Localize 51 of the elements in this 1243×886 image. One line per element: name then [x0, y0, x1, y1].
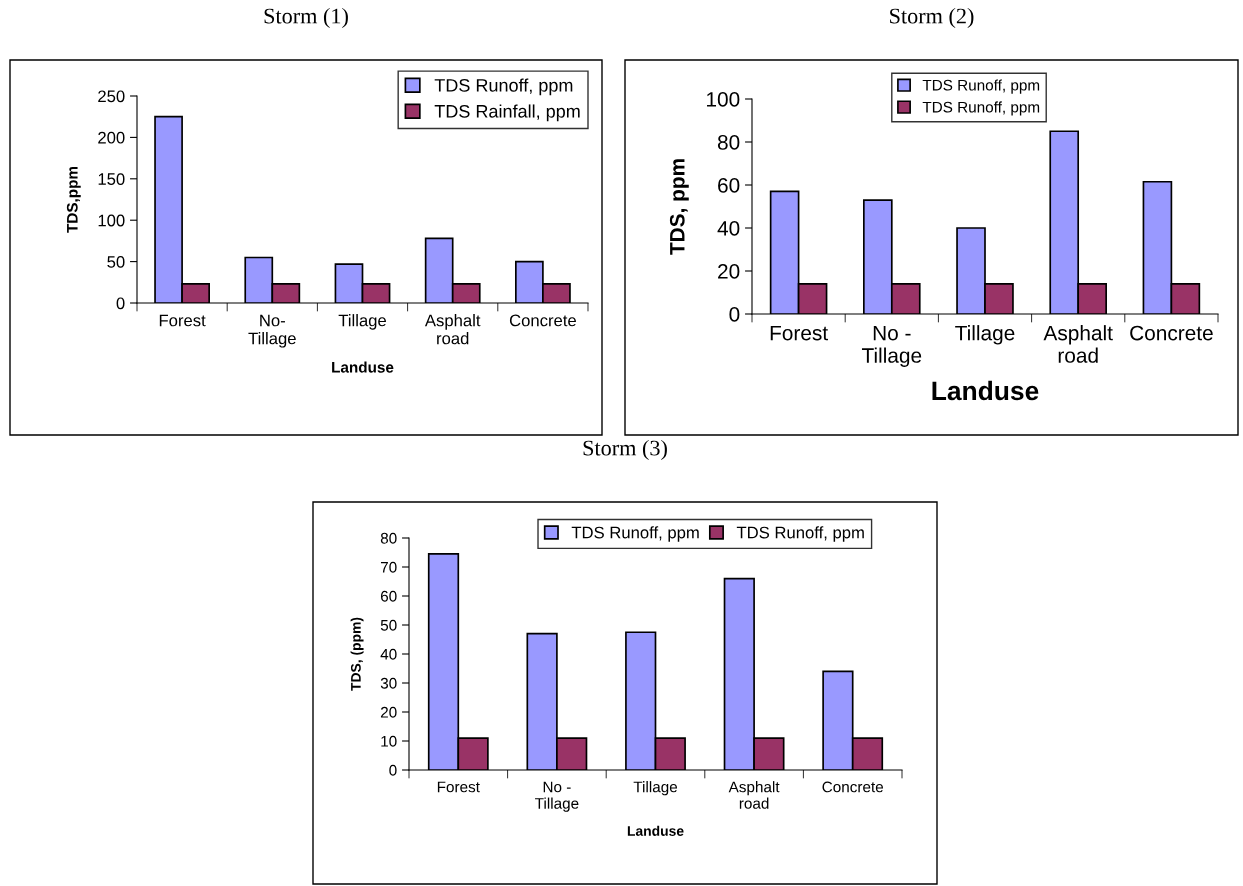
y-tick-label: 80 [380, 532, 397, 544]
y-tick-label: 250 [98, 90, 125, 103]
x-axis-title: Landuse [332, 361, 394, 373]
y-axis-title: TDS,ppm [66, 166, 81, 233]
y-tick-label: 100 [98, 214, 125, 227]
y-tick-label: 0 [116, 297, 125, 310]
x-tick-label: Concrete [1130, 325, 1213, 341]
x-tick-label: Forest [770, 325, 828, 341]
legend-label: TDS Runoff, ppm [922, 79, 1040, 94]
legend-label: TDS Runoff, ppm [922, 101, 1040, 116]
y-tick-label: 60 [718, 178, 740, 193]
x-tick-label: Concrete [822, 781, 884, 793]
y-tick-label: 40 [380, 648, 397, 660]
x-tick-label: Asphalt road [1043, 325, 1113, 363]
y-tick-label: 0 [729, 307, 740, 322]
legend-label: TDS Runoff, ppm [434, 78, 573, 96]
legend-label: TDS Runoff, ppm [571, 526, 699, 542]
y-tick-label: 80 [717, 135, 740, 150]
y-tick-label: 150 [98, 173, 125, 185]
legend-label: TDS Rainfall, ppm [434, 104, 580, 122]
x-tick-label: No- Tillage [248, 314, 296, 348]
y-tick-label: 30 [380, 677, 397, 689]
y-tick-label: 40 [717, 221, 740, 236]
y-tick-label: 20 [380, 706, 397, 718]
x-tick-label: Tillage [955, 325, 1015, 345]
x-tick-label: Forest [437, 781, 480, 793]
x-tick-label: Tillage [633, 781, 678, 796]
x-tick-label: Forest [159, 314, 206, 327]
x-tick-label: No - Tillage [535, 781, 579, 812]
y-tick-label: 10 [381, 735, 397, 747]
y-tick-label: 70 [380, 561, 397, 573]
y-tick-label: 50 [107, 256, 125, 268]
y-tick-label: 200 [98, 131, 125, 144]
x-axis-title: Landuse [627, 825, 684, 836]
legend-label: TDS Runoff, ppm [736, 526, 864, 542]
y-tick-label: 20 [718, 264, 740, 279]
y-tick-label: 60 [380, 590, 397, 602]
chart-title: Storm (3) [583, 439, 667, 461]
x-tick-label: Asphalt road [424, 314, 481, 345]
y-tick-label: 100 [707, 92, 740, 107]
y-tick-label: 50 [380, 619, 397, 631]
x-tick-label: No - Tillage [861, 325, 922, 367]
x-tick-label: Concrete [509, 314, 576, 327]
y-axis-title: TDS, ppm [669, 159, 689, 255]
y-axis-title: TDS, (ppm) [350, 617, 364, 691]
chart-title: Storm (2) [890, 7, 974, 29]
y-tick-label: 0 [389, 764, 397, 776]
x-tick-label: Asphalt road [728, 781, 780, 809]
x-tick-label: Tillage [338, 314, 386, 330]
chart-title: Storm (1) [264, 7, 348, 29]
x-axis-title: Landuse [932, 380, 1039, 401]
